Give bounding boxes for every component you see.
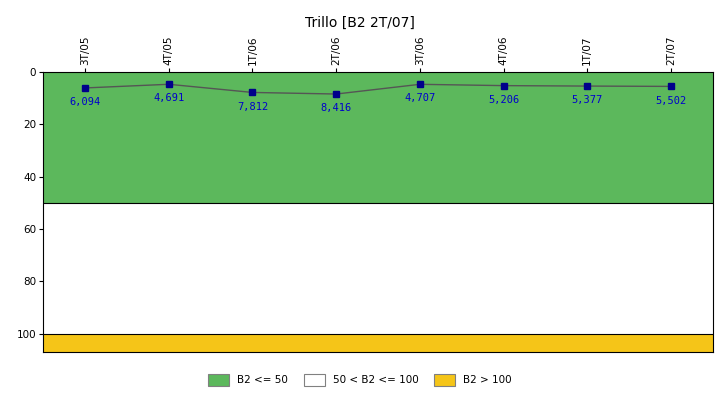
Text: Trillo [B2 2T/07]: Trillo [B2 2T/07] [305, 16, 415, 30]
Text: 4,707: 4,707 [404, 94, 436, 104]
Text: 6,094: 6,094 [69, 97, 101, 107]
Text: 5,377: 5,377 [572, 95, 603, 105]
Text: 8,416: 8,416 [320, 103, 352, 113]
Legend: B2 <= 50, 50 < B2 <= 100, B2 > 100: B2 <= 50, 50 < B2 <= 100, B2 > 100 [203, 368, 517, 391]
Text: 5,502: 5,502 [655, 96, 687, 106]
Text: 7,812: 7,812 [237, 102, 268, 112]
Text: 4,691: 4,691 [153, 94, 184, 104]
Text: 5,206: 5,206 [488, 95, 519, 105]
